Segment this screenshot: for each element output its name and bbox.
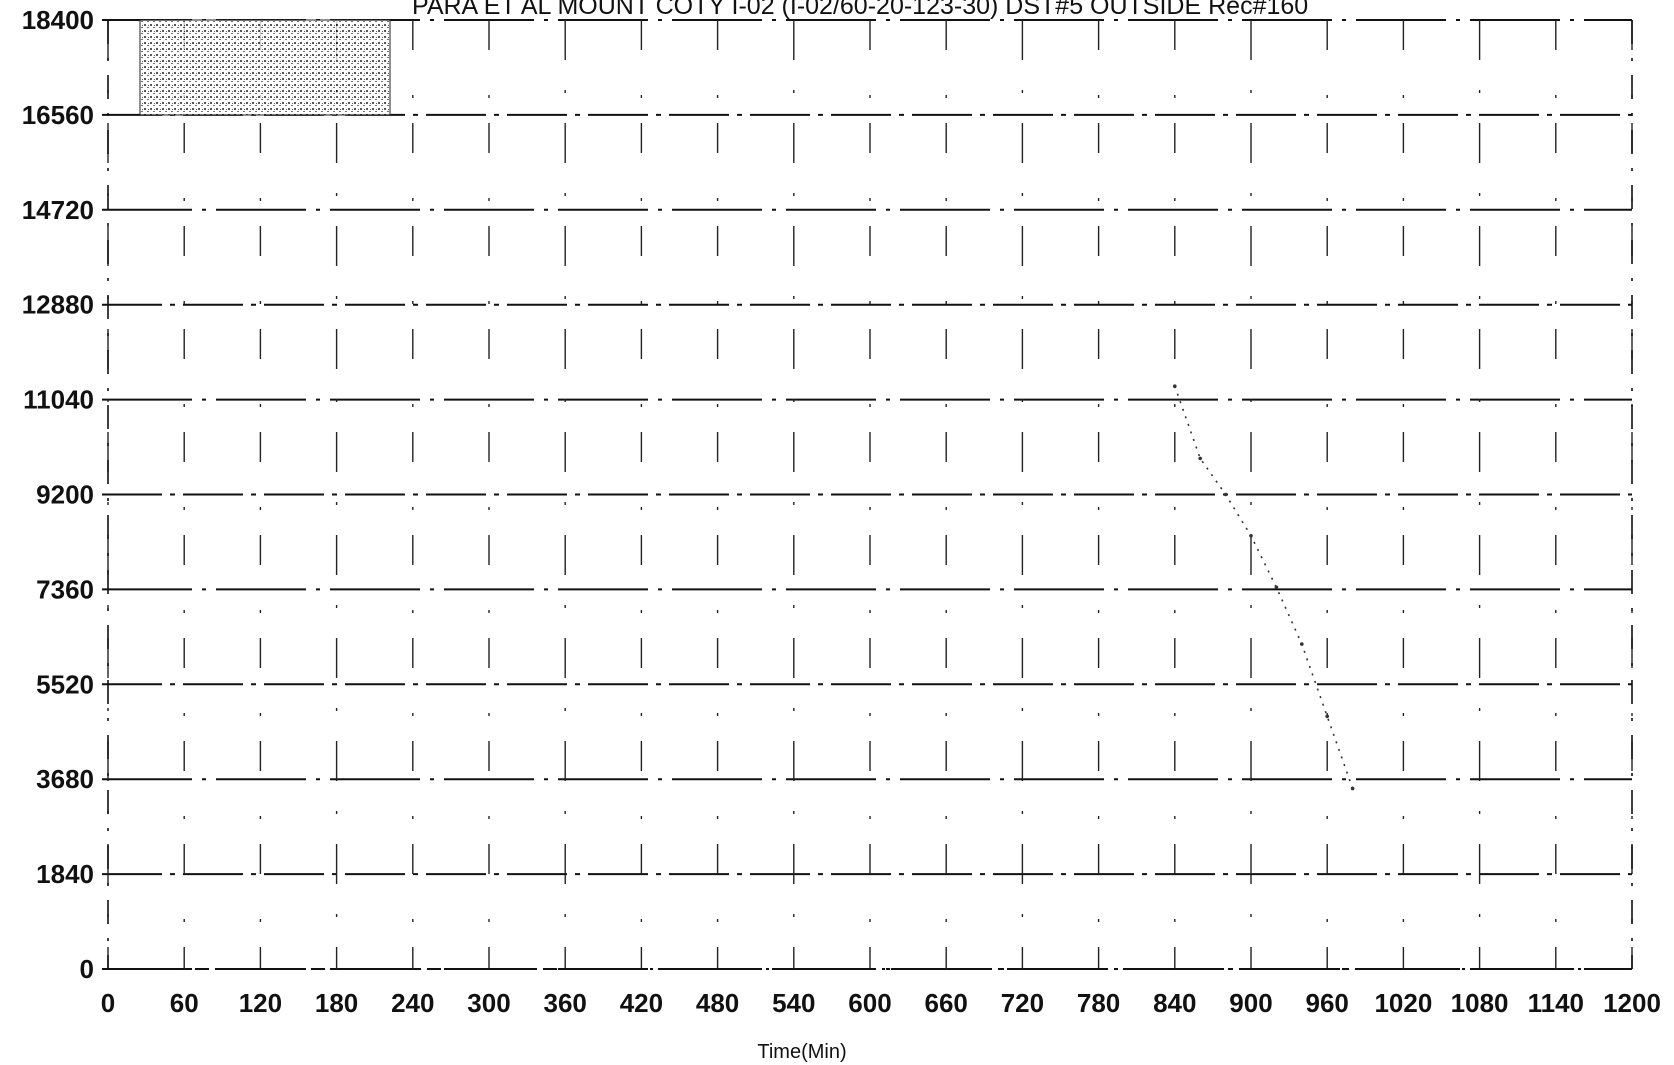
- chart-title: PARA ET AL MOUNT COTY I-02 (I-02/60-20-1…: [412, 0, 1308, 20]
- y-tick-label: 7360: [36, 574, 94, 604]
- series-point: [1173, 384, 1177, 388]
- series-point: [1325, 714, 1329, 719]
- x-tick-label: 480: [696, 988, 739, 1018]
- y-tick-label: 0: [80, 954, 94, 984]
- x-tick-label: 1140: [1528, 988, 1584, 1018]
- y-tick-label: 9200: [36, 480, 94, 510]
- x-tick-label: 780: [1077, 988, 1120, 1018]
- x-tick-label: 600: [848, 988, 891, 1018]
- x-tick-label: 240: [391, 988, 434, 1018]
- plot-frame: [107, 20, 1633, 970]
- x-tick-label: 540: [772, 988, 815, 1018]
- x-tick-label: 180: [315, 988, 358, 1018]
- y-tick-label: 3680: [36, 764, 94, 794]
- x-tick-label: 960: [1306, 988, 1349, 1018]
- x-tick-label: 60: [170, 988, 199, 1018]
- series-point: [1249, 533, 1253, 538]
- x-tick-label: 420: [620, 988, 663, 1018]
- y-tick-label: 11040: [23, 385, 94, 415]
- series-line: [1174, 385, 1354, 789]
- grid-lines: [102, 19, 1633, 970]
- x-tick-label: 1020: [1374, 988, 1432, 1018]
- y-tick-label: 12880: [22, 290, 94, 320]
- x-tick-label: 1200: [1603, 988, 1661, 1018]
- x-tick-label: 1080: [1451, 988, 1509, 1018]
- x-tick-label: 300: [467, 988, 510, 1018]
- y-tick-label: 18400: [22, 5, 94, 35]
- y-axis-ticks: 0 1840 3680 5520 7360 9200 11040 12880 14720 1656…: [22, 5, 94, 984]
- y-tick-label: 16560: [22, 100, 94, 130]
- series-point: [1223, 492, 1228, 497]
- series-point: [1198, 456, 1202, 461]
- x-tick-label: 120: [239, 988, 282, 1018]
- y-tick-label: 5520: [36, 669, 94, 699]
- company-logo: [139, 19, 391, 116]
- x-axis-ticks: 0 60 120 180 240 300 360 420 480 540 600 660 720 780 8…: [101, 988, 1661, 1018]
- series-point: [1274, 585, 1279, 590]
- x-tick-label: 900: [1229, 988, 1272, 1018]
- x-tick-label: 720: [1001, 988, 1044, 1018]
- y-tick-label: 14720: [22, 195, 94, 225]
- x-tick-label: 360: [544, 988, 587, 1018]
- x-tick-label: 0: [101, 988, 115, 1018]
- data-series: [1173, 384, 1355, 791]
- x-tick-label: 660: [925, 988, 968, 1018]
- x-tick-label: 840: [1153, 988, 1196, 1018]
- series-point: [1300, 642, 1304, 646]
- series-point: [1350, 786, 1355, 791]
- y-tick-label: 1840: [36, 859, 94, 889]
- x-axis-label: Time(Min): [757, 1041, 846, 1063]
